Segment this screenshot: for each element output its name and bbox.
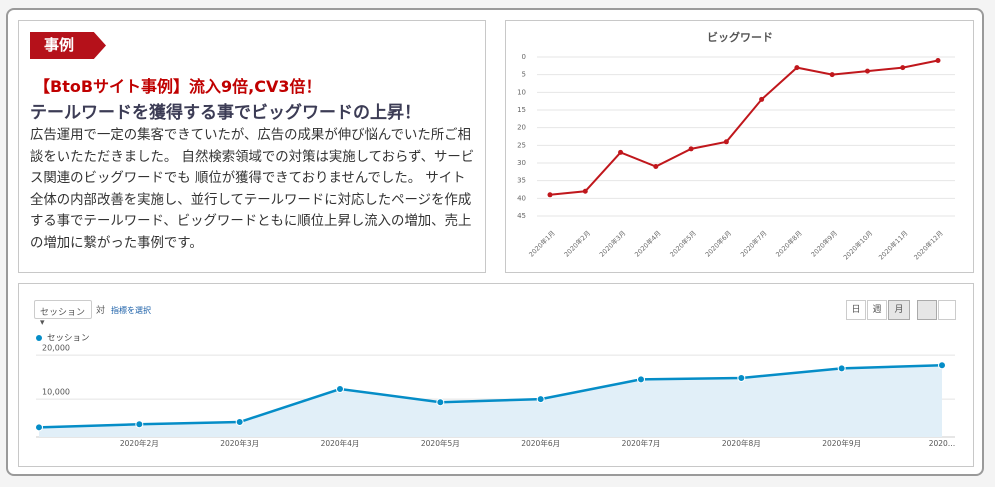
x-tick-label: 2020年8月 <box>722 438 761 448</box>
y-tick-label: 15 <box>517 106 526 114</box>
legend-label: セッション <box>47 334 90 344</box>
y-tick-label: 25 <box>517 141 526 149</box>
point <box>759 96 765 102</box>
point <box>637 375 645 384</box>
x-tick-label: 2020年12月 <box>912 228 945 261</box>
point <box>135 420 144 429</box>
x-tick-label: 2020… <box>929 439 956 448</box>
y-tick-label: 20,000 <box>42 344 70 353</box>
motion-view-button[interactable] <box>938 300 956 320</box>
point <box>935 58 941 64</box>
period-button[interactable]: 月 <box>888 300 910 320</box>
headline: 【BtoBサイト事例】流入9倍,CV3倍！ <box>34 77 322 96</box>
metric-dropdown[interactable]: セッション ▾ <box>34 300 92 328</box>
x-tick-label: 2020年4月 <box>632 228 662 258</box>
x-tick-label: 2020年9月 <box>809 228 839 258</box>
x-tick-label: 2020年2月 <box>562 228 592 258</box>
x-tick-label: 2020年6月 <box>521 438 560 448</box>
point <box>794 65 800 71</box>
point <box>547 192 553 198</box>
period-button[interactable]: 週 <box>867 300 887 320</box>
point <box>336 385 344 394</box>
subheadline: テールワードを獲得する事でビッグワードの上昇！ <box>30 103 421 123</box>
x-tick-label: 2020年9月 <box>822 438 861 448</box>
point <box>582 188 588 194</box>
x-tick-label: 2020年2月 <box>120 438 159 448</box>
x-tick-label: 2020年11月 <box>876 228 909 261</box>
x-tick-label: 2020年4月 <box>321 438 360 448</box>
x-tick-label: 2020年3月 <box>597 228 627 258</box>
y-tick-label: 0 <box>522 53 526 61</box>
x-tick-label: 2020年3月 <box>220 438 259 448</box>
case-panel <box>18 20 486 273</box>
x-tick-label: 2020年5月 <box>668 228 698 258</box>
legend-marker <box>36 335 42 341</box>
point <box>653 164 659 170</box>
point <box>837 364 846 373</box>
x-tick-label: 2020年8月 <box>774 228 804 258</box>
y-tick-label: 40 <box>517 194 526 202</box>
point <box>864 68 870 74</box>
y-tick-label: 20 <box>517 124 526 132</box>
badge: 事例 <box>30 32 106 59</box>
select-metric-link[interactable]: 指標を選択 <box>111 306 151 315</box>
point <box>618 149 624 155</box>
y-tick-label: 30 <box>517 159 526 167</box>
y-tick-label: 35 <box>517 177 526 185</box>
point <box>536 395 545 404</box>
y-tick-label: 45 <box>517 212 526 220</box>
x-tick-label: 2020年5月 <box>421 438 460 448</box>
point <box>688 146 694 152</box>
body-text: 広告運用で一定の集客できていたが、広告の成果が伸び悩んでいた所ご相談をいたただき… <box>30 128 475 251</box>
metric-label: セッション <box>40 308 86 318</box>
point <box>235 418 244 427</box>
y-tick-label: 5 <box>522 71 526 79</box>
y-tick-label: 10 <box>517 88 526 96</box>
versus-label: 対 <box>96 306 106 316</box>
rank-chart-panel <box>505 20 974 273</box>
point <box>436 398 445 407</box>
line <box>549 59 939 196</box>
point <box>723 139 729 145</box>
x-tick-label: 2020年7月 <box>622 438 661 448</box>
y-tick-label: 10,000 <box>42 388 70 397</box>
x-tick-label: 2020年10月 <box>841 228 874 261</box>
line-view-button[interactable] <box>917 300 937 320</box>
point <box>938 361 946 370</box>
x-tick-label: 2020年6月 <box>703 228 733 258</box>
x-tick-label: 2020年7月 <box>738 228 768 258</box>
point <box>35 423 43 432</box>
chart-title: ビッグワード <box>707 30 773 44</box>
point <box>900 65 906 71</box>
line <box>38 363 943 429</box>
point <box>737 374 746 383</box>
x-tick-label: 2020年1月 <box>527 228 557 258</box>
period-button[interactable]: 日 <box>846 300 866 320</box>
point <box>829 72 835 78</box>
